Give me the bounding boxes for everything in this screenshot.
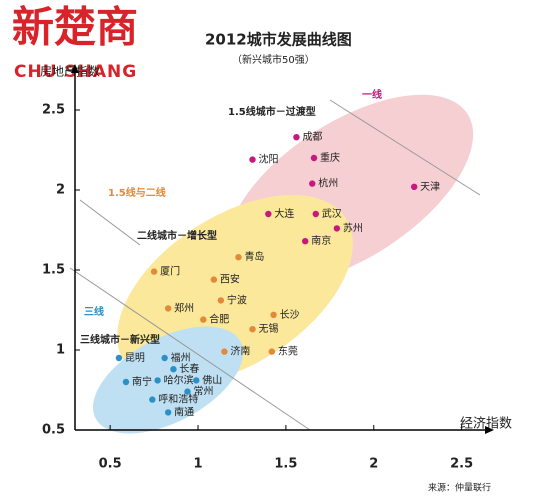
divider <box>79 199 141 246</box>
point-label: 武汉 <box>322 207 342 220</box>
group-title: 1.5线城市－过渡型 <box>228 105 316 118</box>
point <box>164 305 172 312</box>
point-label: 郑州 <box>174 301 194 314</box>
point <box>309 180 316 187</box>
point-label: 合肥 <box>209 313 229 326</box>
point <box>217 297 225 304</box>
point-label: 成都 <box>302 131 322 143</box>
point <box>115 354 123 362</box>
point-label: 重庆 <box>320 151 340 164</box>
chart-subtitle: （新兴城市50强） <box>232 53 315 66</box>
point-label: 济南 <box>230 345 250 358</box>
chart-title: 2012城市发展曲线图 <box>205 31 352 49</box>
point-label: 宁波 <box>227 293 247 306</box>
point-label: 苏州 <box>343 221 363 234</box>
logo: 新楚商 <box>12 3 138 52</box>
x-tick-label: 1 <box>193 457 202 472</box>
annotation: 一线 <box>362 88 382 101</box>
point <box>235 254 242 261</box>
point <box>221 348 228 355</box>
point <box>268 348 276 355</box>
point-label: 南通 <box>174 405 194 418</box>
point-label: 长沙 <box>280 309 300 321</box>
point-label: 沈阳 <box>259 153 279 166</box>
point <box>122 378 130 386</box>
point-label: 福州 <box>171 351 191 364</box>
point <box>302 238 309 245</box>
divider <box>329 99 481 196</box>
point <box>193 377 200 384</box>
source: 来源：仲量联行 <box>428 482 491 494</box>
point <box>249 326 256 333</box>
x-axis-label: 经济指数 <box>460 417 512 432</box>
tier-ellipse <box>92 326 244 434</box>
group-title: 三线城市－新兴型 <box>80 333 160 346</box>
point <box>265 210 272 218</box>
point-label: 南京 <box>311 234 331 247</box>
point <box>154 377 161 384</box>
point <box>249 156 256 163</box>
point-label: 哈尔滨 <box>164 373 194 386</box>
x-tick-label: 1.5 <box>274 457 297 472</box>
x-tick-label: 2.5 <box>450 457 473 472</box>
x-tick-label: 0.5 <box>99 457 122 472</box>
point <box>310 154 318 162</box>
point-label: 呼和浩特 <box>158 394 198 406</box>
point-label: 西安 <box>220 273 240 286</box>
point-label: 常州 <box>193 385 213 398</box>
annotation: 三线 <box>84 305 104 318</box>
y-tick-label: 2.5 <box>42 103 65 118</box>
point-label: 青岛 <box>244 250 264 263</box>
point-label: 无锡 <box>259 322 279 335</box>
divider <box>69 267 311 431</box>
annotation: 1.5线与二线 <box>108 186 166 199</box>
point-label: 大连 <box>274 207 294 220</box>
x-tick-label: 2 <box>369 457 378 472</box>
point <box>161 354 168 362</box>
point-label: 东莞 <box>278 345 298 358</box>
point <box>170 366 177 373</box>
point-label: 厦门 <box>160 265 180 278</box>
point-label: 杭州 <box>318 177 338 190</box>
point <box>293 134 300 141</box>
y-axis-label: 房地产指数 <box>40 64 100 79</box>
y-tick-label: 1 <box>56 343 65 358</box>
point <box>200 316 207 323</box>
point <box>150 268 158 275</box>
y-tick-label: 1.5 <box>42 263 65 278</box>
point <box>333 225 341 232</box>
point-label: 昆明 <box>125 352 145 364</box>
point <box>210 276 218 283</box>
group-title: 二线城市－增长型 <box>137 229 217 242</box>
point <box>184 388 191 395</box>
point <box>270 311 277 318</box>
point-label: 长春 <box>179 363 199 375</box>
point-label: 南宁 <box>132 375 152 388</box>
point-label: 佛山 <box>202 373 222 386</box>
point <box>149 396 156 403</box>
point <box>410 183 418 190</box>
point <box>312 210 319 218</box>
point <box>164 409 172 416</box>
y-tick-label: 0.5 <box>42 423 65 438</box>
point-label: 天津 <box>420 181 440 193</box>
y-tick-label: 2 <box>56 183 65 198</box>
